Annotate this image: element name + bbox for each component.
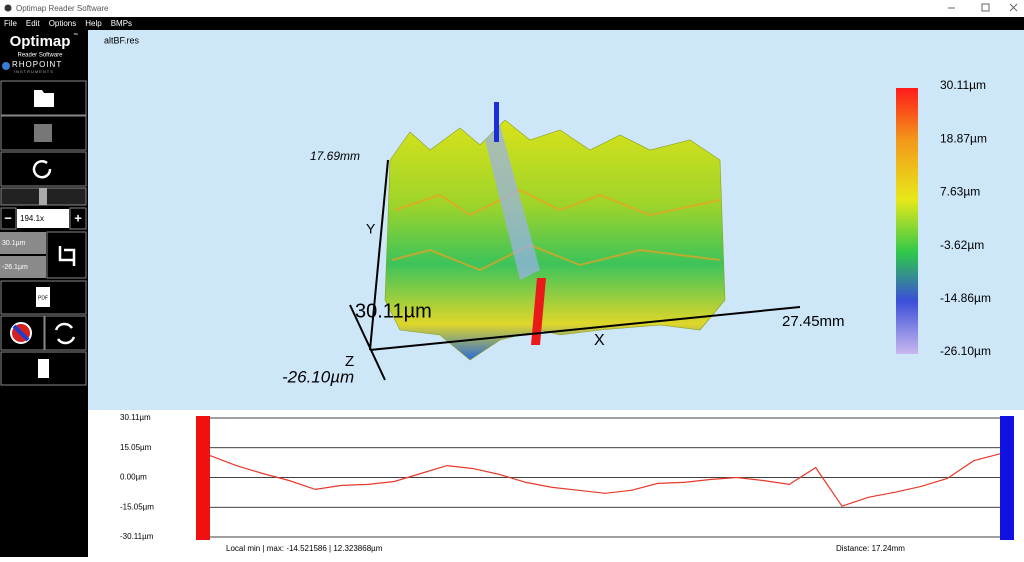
menu-item[interactable]: BMPs [111,19,132,28]
z-axis-label: Z [345,353,354,370]
y-tick-label: 0.00µm [120,473,147,482]
range-min-field[interactable] [0,256,46,278]
y-tick-label: 15.05µm [120,443,152,452]
report-icon [38,359,49,378]
profile-start-marker [531,278,546,345]
reset-button[interactable] [0,151,87,187]
pdf-label: PDF [38,295,48,301]
zoom-minus: − [4,210,12,225]
local-min-max: Local min | max: -14.521586 | 12.323868µ… [226,544,383,553]
y-extent: 17.69mm [310,149,360,163]
colorbar-label: 7.63µm [940,185,980,199]
zoom-in[interactable] [69,207,87,230]
swap-button[interactable] [44,315,87,351]
crop-button[interactable] [46,231,87,279]
shading-icon [34,124,52,142]
y-tick-label: -15.05µm [120,502,154,511]
colorbar-label: -26.10µm [940,344,991,358]
brand-sub: INSTRUMENTS [14,69,54,74]
menu-item[interactable]: Help [85,19,102,28]
maximize[interactable] [981,3,990,12]
crop-icon [58,246,76,266]
profile-icon-line [12,324,30,342]
profile-plane [485,125,540,280]
window-controls [948,3,1018,12]
colorbar-label: -3.62µm [940,238,984,252]
brand: RHOPOINT [12,60,62,69]
filename: altBF.res [104,35,140,45]
range-min: -26.1µm [2,264,28,271]
zoom-field[interactable] [17,209,69,228]
folder-icon [34,90,54,107]
colorbar-label: 18.87µm [940,131,987,145]
profile-panel [88,410,1024,557]
reset-icon [32,160,52,179]
logo-subtitle: Reader Software [17,53,63,59]
profile-line [209,453,1001,507]
y-tick-label: 30.11µm [120,413,151,422]
logo: Optimap [10,33,71,50]
swap-icon [54,322,76,345]
y-axis-label: Y [366,221,376,237]
window-title: Optimap Reader Software [16,4,109,13]
menu-item[interactable]: Edit [26,19,41,28]
x-extent: 27.45mm [782,313,845,330]
range-max: 30.1µm [2,240,26,247]
surface [384,102,726,361]
zoom-out[interactable] [0,207,17,230]
logo-mark: ™ [73,32,78,38]
colorbar-label: -14.86µm [940,291,991,305]
colorbar-label: 30.11µm [940,78,986,92]
x-axis-label: X [594,332,605,349]
zoom-plus: + [74,210,82,225]
menu-item[interactable]: Options [49,19,77,28]
title-bar [0,0,1024,17]
distance: Distance: 17.24mm [836,544,905,553]
pdf-icon [36,287,50,307]
brand-icon [2,62,10,70]
close[interactable] [1009,3,1018,12]
menu-item[interactable]: File [4,19,17,28]
app-icon [4,4,12,12]
colorbar [896,88,918,354]
y-tick-label: -30.11µm [120,532,154,541]
profile-start-bar [196,416,210,540]
range-max-field[interactable] [0,232,46,254]
slider-thumb[interactable] [39,188,47,205]
axes-3d [349,159,801,381]
surface-mesh [384,119,726,361]
z-max: 30.11µm [355,300,432,322]
profile-end-bar [1000,416,1014,540]
menu-bar [0,17,1024,30]
profile-end-marker [494,102,499,142]
z-min: -26.10µm [282,367,354,386]
zoom-value: 194.1x [20,214,44,223]
